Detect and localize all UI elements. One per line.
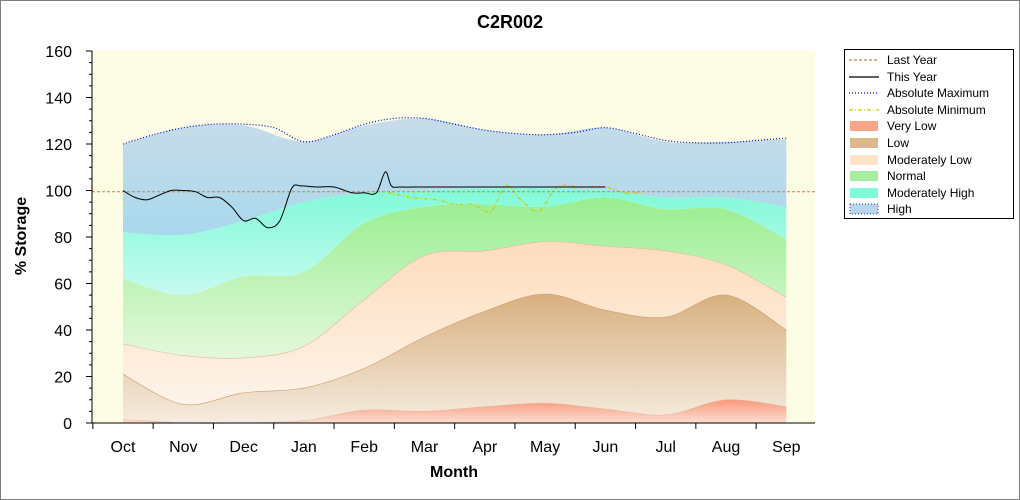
y-tick-label: 80	[54, 230, 72, 247]
legend-swatch	[849, 59, 879, 61]
legend: Last Year This Year Absolute Maximum Absolu…	[844, 49, 1014, 219]
x-tick-label: Sep	[772, 439, 801, 456]
y-tick-label: 0	[63, 416, 72, 433]
legend-item: Very Low	[845, 118, 1013, 134]
legend-swatch	[850, 171, 878, 182]
legend-label: Normal	[887, 169, 926, 184]
legend-item: Last Year	[845, 52, 1013, 68]
series-absolute-maximum	[122, 117, 787, 145]
y-tick-label: 120	[45, 137, 72, 154]
bands-layer	[122, 118, 787, 424]
x-axis-label: Month	[430, 464, 478, 481]
legend-swatch	[849, 203, 879, 215]
band-high	[123, 118, 787, 236]
x-tick-label: Mar	[411, 439, 439, 456]
band-edge-moderately-low	[122, 241, 787, 359]
band-edge-low	[122, 293, 787, 406]
chart-title: C2R002	[476, 12, 544, 32]
legend-swatch	[849, 75, 879, 78]
x-tick-label: Jan	[291, 439, 317, 456]
legend-swatch	[849, 109, 879, 111]
lines-layer	[92, 117, 815, 229]
legend-swatch	[850, 121, 878, 132]
legend-label: High	[887, 202, 912, 217]
legend-swatch	[850, 154, 878, 165]
y-tick-label: 40	[54, 323, 72, 340]
x-tick-label: Feb	[350, 439, 378, 456]
legend-label: Moderately High	[887, 185, 975, 200]
legend-item: Absolute Minimum	[845, 102, 1013, 118]
legend-item: High	[845, 201, 1013, 217]
y-tick-label: 20	[54, 370, 72, 387]
y-tick-label: 100	[45, 184, 72, 201]
y-tick-label: 160	[45, 44, 72, 61]
legend-item: Absolute Maximum	[845, 85, 1013, 101]
x-tick-label: Jun	[593, 439, 619, 456]
legend-label: Moderately Low	[887, 152, 972, 167]
y-tick-label: 140	[45, 91, 72, 108]
legend-item: Moderately High	[845, 185, 1013, 201]
band-low	[123, 293, 787, 424]
y-tick-label: 60	[54, 277, 72, 294]
x-tick-label: Jul	[655, 439, 675, 456]
legend-swatch	[849, 92, 879, 94]
band-normal	[123, 197, 787, 359]
x-tick-label: Dec	[229, 439, 257, 456]
legend-item: Low	[845, 135, 1013, 151]
series-absolute-minimum	[388, 184, 642, 213]
legend-item: Moderately Low	[845, 152, 1013, 168]
legend-label: Absolute Minimum	[887, 102, 986, 117]
legend-label: Absolute Maximum	[887, 86, 990, 101]
legend-swatch	[850, 187, 878, 198]
axes-layer: 0 20 40 60 80 100 120 140 160 Oct Nov Dec Jan Feb Mar A…	[45, 44, 815, 456]
x-tick-label: May	[530, 439, 560, 456]
legend-swatch	[850, 138, 878, 148]
x-tick-label: Nov	[169, 439, 197, 456]
legend-item: This Year	[845, 69, 1013, 85]
legend-item: Normal	[845, 168, 1013, 184]
legend-label: Low	[887, 136, 910, 150]
band-moderately-high	[123, 187, 787, 296]
legend-label: Very Low	[887, 119, 937, 134]
legend-label: This Year	[887, 69, 938, 84]
series-this-year	[122, 171, 606, 229]
legend-label: Last Year	[887, 53, 938, 67]
x-tick-label: Oct	[111, 439, 136, 456]
x-tick-label: Apr	[472, 439, 498, 456]
x-tick-label: Aug	[712, 439, 740, 456]
band-very-low	[123, 399, 787, 424]
